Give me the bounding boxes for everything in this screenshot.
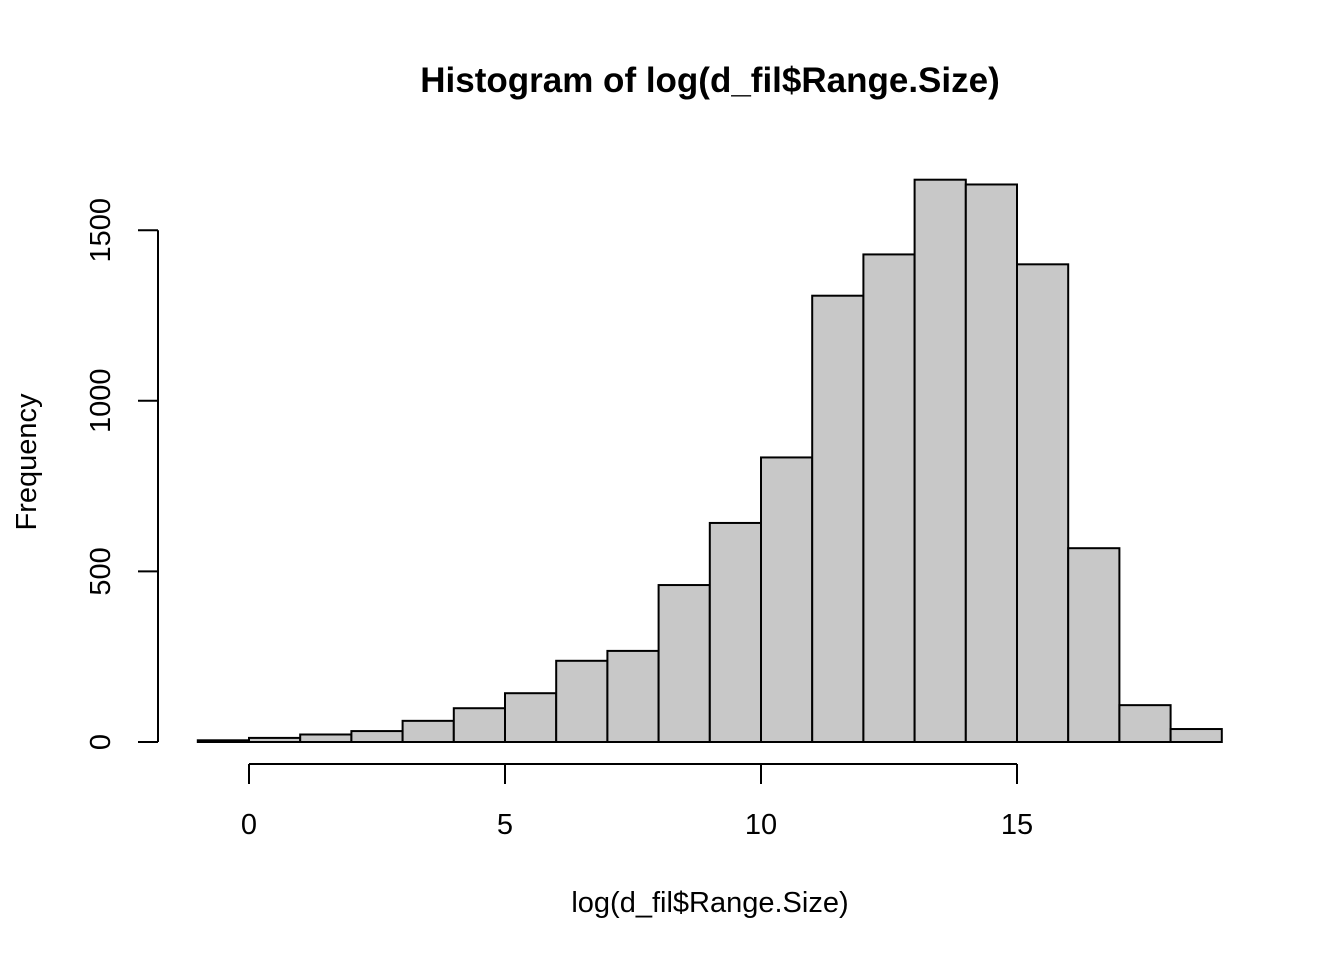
x-tick-label: 10 — [745, 809, 777, 841]
x-axis: 0 5 10 15 — [241, 763, 1033, 841]
y-tick-label: 1500 — [85, 198, 117, 263]
histogram-bar — [299, 733, 353, 743]
x-tick-label: 5 — [497, 809, 513, 841]
histogram-bar — [913, 178, 967, 743]
histogram-bars — [196, 178, 1223, 744]
x-tick-label: 0 — [241, 809, 257, 841]
histogram-bar — [1067, 547, 1121, 744]
y-axis-label: Frequency — [11, 393, 43, 531]
histogram-bar — [811, 294, 865, 743]
histogram-bar — [1169, 728, 1223, 744]
y-tick-label: 1000 — [85, 369, 117, 434]
histogram-bar — [1118, 704, 1172, 743]
histogram-bar — [964, 183, 1018, 744]
histogram-bar — [350, 730, 404, 744]
histogram-bar — [196, 739, 251, 744]
y-tick-label: 500 — [85, 547, 117, 595]
histogram-bar — [555, 659, 609, 743]
y-tick-label: 0 — [85, 734, 117, 750]
histogram-bar — [862, 253, 916, 743]
histogram-bar — [452, 707, 506, 743]
histogram-bar — [504, 692, 558, 743]
x-tick-label: 15 — [1001, 809, 1033, 841]
histogram-bar — [760, 456, 814, 743]
histogram-bar — [606, 649, 660, 743]
histogram-bar — [657, 584, 711, 743]
histogram-bar — [708, 521, 762, 743]
histogram-bar — [401, 719, 455, 743]
x-axis-label: log(d_fil$Range.Size) — [571, 887, 848, 919]
chart-title: Histogram of log(d_fil$Range.Size) — [420, 61, 1000, 100]
histogram-bar — [1016, 263, 1070, 743]
y-axis: 0 500 1000 1500 — [85, 198, 159, 750]
histogram-bar — [248, 736, 302, 743]
